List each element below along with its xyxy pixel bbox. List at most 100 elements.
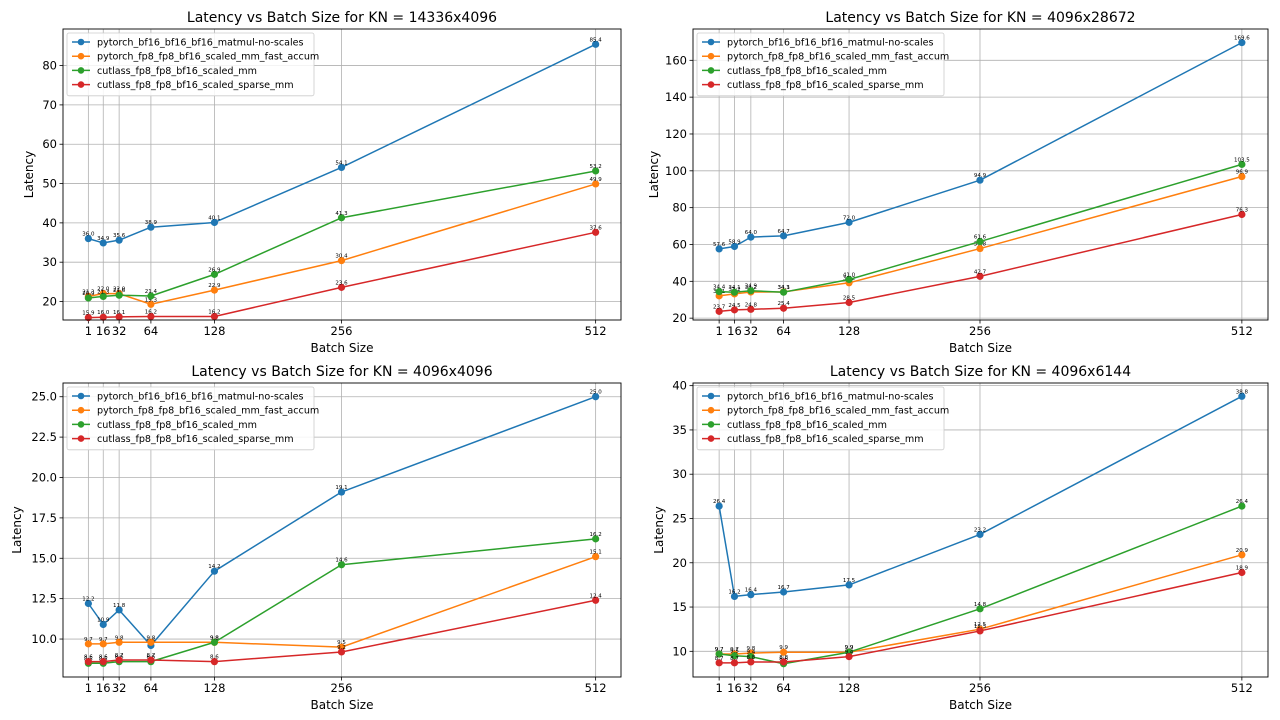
data-label: 9.8 [147,635,156,641]
x-tick-label: 1 [85,681,92,695]
data-label: 9.8 [210,635,219,641]
data-label: 21.3 [82,289,95,295]
data-label: 16.1 [113,310,125,316]
data-label: 96.9 [1236,170,1249,176]
data-label: 38.8 [1236,389,1249,395]
y-tick-label: 35 [672,423,687,437]
data-point [99,292,107,301]
axes: 1 16 32 64 128 256 512 20 40 60 80 100 120 140 160 [665,53,1253,338]
data-label: 72.0 [843,215,856,221]
legend-swatch-marker [77,435,85,442]
series-pytorch_fp8_fp8_bf16_scaled_mm_fast_accum: 9.7 9.7 9.8 9.8 9.8 9.5 15.1 [84,550,602,651]
data-label: 58.9 [728,240,741,246]
y-tick-label: 60 [42,137,57,151]
data-label: 15.9 [82,311,95,317]
data-point [115,638,123,646]
data-label: 25.4 [777,301,790,307]
data-label: 57.6 [713,242,726,248]
data-point [115,236,123,244]
data-point [210,567,219,575]
data-label: 64.7 [777,229,790,235]
y-tick-label: 80 [672,201,687,215]
legend-swatch-marker [707,421,715,428]
data-label: 19.3 [145,297,158,303]
data-label: 12.5 [974,622,987,628]
data-label: 9.2 [337,645,346,651]
legend-swatch-marker [77,421,85,428]
x-tick-label: 32 [112,681,127,695]
data-point [99,313,107,321]
data-label: 54.1 [335,160,347,166]
data-label: 34.3 [777,285,790,291]
axes: 1 16 32 64 128 256 512 10.0 12.5 15.0 17.5 20.0 22.5… [31,390,606,695]
data-point [337,648,346,656]
data-label: 76.3 [1236,207,1249,213]
x-tick-label: 512 [1231,324,1253,338]
data-label: 24.8 [745,302,758,308]
data-label: 8.7 [730,656,739,662]
data-label: 8.7 [715,656,724,662]
legend-item: pytorch_bf16_bf16_bf16_matmul-no-scales [702,392,934,403]
y-tick-label: 30 [42,255,57,269]
data-point [1238,160,1246,168]
data-label: 34.1 [728,285,740,291]
y-tick-label: 100 [665,164,687,178]
data-label: 20.9 [82,291,95,297]
chart-kn-4096x28672: 1 16 32 64 128 256 512 20 40 60 80 100 120 140 160 57.6… [647,10,1269,355]
data-point [84,294,92,302]
data-label: 16.4 [745,588,758,594]
data-label: 38.9 [145,220,158,226]
data-label: 9.7 [84,637,93,643]
chart-title: Latency vs Batch Size for KN = 4096x4096 [191,364,492,380]
data-label: 9.7 [99,637,108,643]
data-point [337,561,346,569]
data-point [337,163,346,172]
data-label: 16.2 [590,532,602,538]
data-point [747,658,755,666]
data-label: 16.2 [728,589,740,595]
data-label: 15.1 [590,550,602,556]
data-label: 9.9 [779,645,788,651]
series-line [88,170,596,299]
data-label: 9.9 [845,645,854,651]
plot-frame [692,28,1269,321]
data-label: 23.7 [713,304,726,310]
data-label: 17.5 [843,578,856,584]
y-tick-label: 10.0 [31,632,57,646]
x-tick-label: 1 [85,324,92,338]
data-point [1238,502,1246,510]
legend-swatch-marker [77,81,85,88]
x-tick-label: 1 [715,324,722,338]
data-label: 40.1 [208,215,220,221]
data-point [592,535,600,543]
data-point [115,656,123,664]
legend-label: cutlass_fp8_fp8_bf16_scaled_sparse_mm [97,80,294,91]
x-axis-label: Batch Size [311,698,374,712]
data-label: 41.0 [843,272,856,278]
data-label: 35.6 [113,233,126,239]
data-point [730,288,739,296]
data-label: 23.6 [335,280,348,286]
data-point [210,658,219,666]
data-label: 16.2 [145,309,157,315]
data-label: 14.2 [208,564,220,570]
legend-item: pytorch_bf16_bf16_bf16_matmul-no-scales [702,38,934,49]
data-label: 26.4 [713,499,726,505]
data-point [779,648,788,656]
y-tick-label: 80 [42,59,57,73]
data-point [337,257,346,265]
legend-item: pytorch_fp8_fp8_bf16_scaled_mm_fast_accu… [702,52,949,63]
legend-item: cutlass_fp8_fp8_bf16_scaled_sparse_mm [72,434,294,445]
x-axis-label: Batch Size [949,698,1012,712]
legend-label: cutlass_fp8_fp8_bf16_scaled_sparse_mm [727,434,924,445]
data-point [779,658,788,666]
y-tick-label: 50 [42,177,57,191]
y-tick-label: 20 [672,556,687,570]
legend-label: cutlass_fp8_fp8_bf16_scaled_mm [97,66,257,77]
data-point [845,218,853,226]
chart-title: Latency vs Batch Size for KN = 14336x409… [187,10,497,26]
y-tick-label: 30 [672,467,687,481]
chart-kn-4096x6144: 1 16 32 64 128 256 512 10 15 20 25 30 35 40 26.4 16.2 16… [652,364,1269,712]
data-point [147,638,155,646]
data-label: 34.1 [777,285,789,291]
